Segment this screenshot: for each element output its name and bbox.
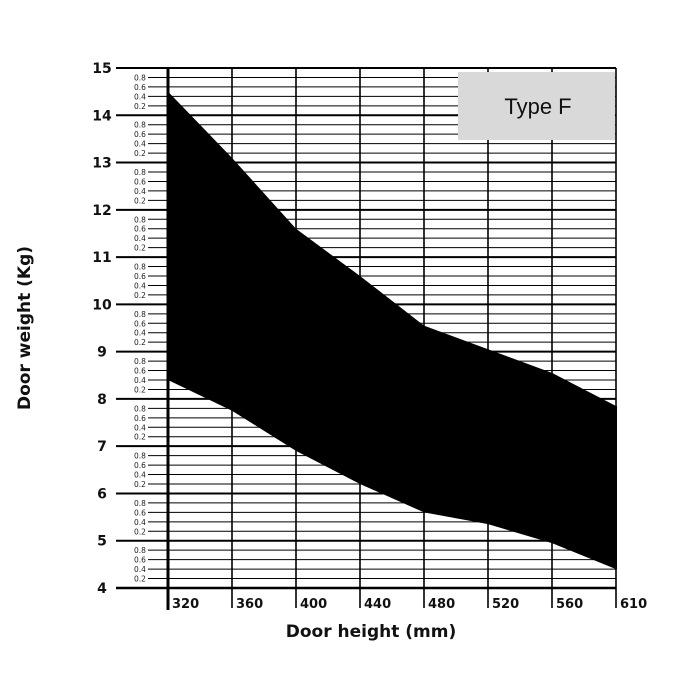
y-tick-label-minor: 0.6 — [134, 414, 146, 423]
x-tick-label: 560 — [556, 597, 583, 612]
y-tick-label-minor: 0.2 — [134, 385, 146, 394]
y-tick-label-minor: 0.4 — [134, 565, 146, 574]
y-tick-label-minor: 0.4 — [134, 281, 146, 290]
y-tick-label-major: 8 — [97, 392, 107, 408]
y-tick-label-minor: 0.8 — [134, 546, 146, 555]
y-tick-label-major: 11 — [92, 250, 111, 266]
series-area — [168, 91, 617, 570]
x-tick-label: 400 — [300, 597, 327, 612]
y-tick-label-minor: 0.6 — [134, 130, 146, 139]
axes — [116, 68, 616, 610]
y-tick-label-minor: 0.6 — [134, 83, 146, 92]
y-tick-label-minor: 0.8 — [134, 121, 146, 130]
y-tick-label-minor: 0.2 — [134, 338, 146, 347]
y-tick-label-major: 9 — [97, 345, 107, 361]
y-tick-label-minor: 0.4 — [134, 234, 146, 243]
y-tick-label-minor: 0.8 — [134, 357, 146, 366]
y-tick-label-major: 6 — [97, 486, 107, 502]
x-tick-label: 480 — [428, 597, 455, 612]
y-tick-label-minor: 0.8 — [134, 499, 146, 508]
y-tick-label-minor: 0.4 — [134, 140, 146, 149]
y-tick-label-minor: 0.2 — [134, 433, 146, 442]
y-tick-label-minor: 0.6 — [134, 319, 146, 328]
series-band — [168, 91, 616, 570]
y-tick-label-major: 14 — [92, 108, 112, 124]
y-tick-label-major: 12 — [92, 203, 111, 219]
y-tick-label-minor: 0.6 — [134, 461, 146, 470]
x-tick-label: 610 — [620, 597, 647, 612]
y-tick-label-major: 7 — [97, 439, 107, 455]
y-tick-label-minor: 0.2 — [134, 102, 146, 111]
y-tick-label-major: 4 — [97, 581, 107, 597]
y-tick-label-major: 10 — [92, 297, 112, 313]
y-tick-label-minor: 0.2 — [134, 575, 146, 584]
y-tick-label-minor: 0.2 — [134, 291, 146, 300]
legend: Type F — [458, 72, 615, 140]
y-tick-label-minor: 0.8 — [134, 404, 146, 413]
y-tick-label-minor: 0.8 — [134, 310, 146, 319]
x-tick-label: 440 — [364, 597, 391, 612]
y-tick-label-minor: 0.4 — [134, 471, 146, 480]
y-tick-label-minor: 0.8 — [134, 452, 146, 461]
x-tick-labels: 320 360 400 440 480 520 560 610 — [172, 597, 647, 612]
y-tick-label-minor: 0.6 — [134, 177, 146, 186]
y-axis-title: Door weight (Kg) — [15, 246, 35, 410]
y-tick-label-minor: 0.6 — [134, 225, 146, 234]
y-tick-label-minor: 0.8 — [134, 215, 146, 224]
y-tick-label-minor: 0.2 — [134, 480, 146, 489]
legend-label: Type F — [504, 94, 571, 119]
y-tick-label-minor: 0.8 — [134, 168, 146, 177]
y-tick-label-minor: 0.6 — [134, 556, 146, 565]
y-tick-label-minor: 0.4 — [134, 423, 146, 432]
y-tick-label-minor: 0.6 — [134, 272, 146, 281]
y-tick-label-minor: 0.6 — [134, 367, 146, 376]
y-tick-label-minor: 0.2 — [134, 244, 146, 253]
y-tick-label-minor: 0.4 — [134, 376, 146, 385]
y-tick-label-major: 5 — [97, 534, 107, 550]
x-tick-label: 520 — [492, 597, 519, 612]
y-tick-label-minor: 0.8 — [134, 73, 146, 82]
y-tick-label-minor: 0.4 — [134, 187, 146, 196]
y-tick-label-minor: 0.6 — [134, 508, 146, 517]
y-tick-labels: 4567891011121314150.20.40.60.80.20.40.60… — [92, 61, 146, 597]
y-tick-label-minor: 0.4 — [134, 92, 146, 101]
y-tick-label-major: 13 — [92, 156, 111, 172]
y-tick-label-minor: 0.4 — [134, 518, 146, 527]
y-tick-label-minor: 0.2 — [134, 196, 146, 205]
x-tick-label: 320 — [172, 597, 199, 612]
y-tick-label-minor: 0.2 — [134, 527, 146, 536]
y-tick-label-major: 15 — [92, 61, 111, 77]
x-axis-title: Door height (mm) — [286, 622, 457, 642]
y-tick-label-minor: 0.4 — [134, 329, 146, 338]
y-tick-label-minor: 0.8 — [134, 263, 146, 272]
legend-box — [458, 72, 615, 140]
x-tick-label: 360 — [236, 597, 263, 612]
y-tick-label-minor: 0.2 — [134, 149, 146, 158]
